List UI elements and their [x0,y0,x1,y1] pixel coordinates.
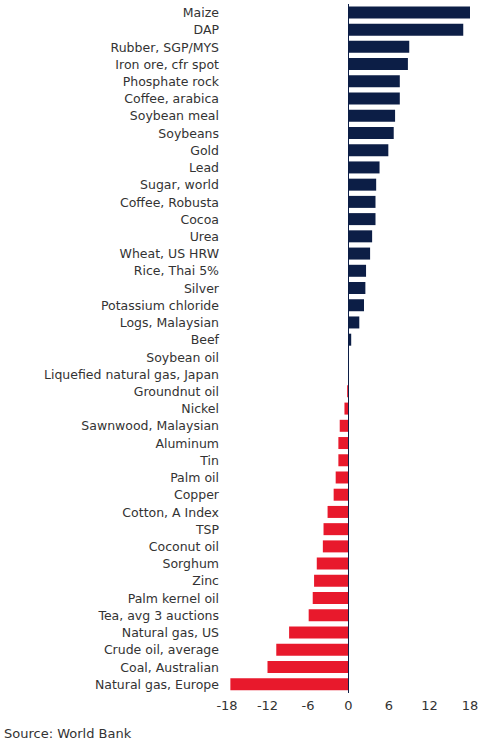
svg-text:Nickel: Nickel [181,401,219,416]
svg-text:Iron ore, cfr spot: Iron ore, cfr spot [115,57,219,72]
svg-text:Crude oil, average: Crude oil, average [104,642,219,657]
svg-text:Sugar, world: Sugar, world [140,177,219,192]
svg-text:Maize: Maize [183,5,219,20]
svg-text:-18: -18 [216,698,237,713]
svg-text:Groundnut oil: Groundnut oil [134,384,219,399]
svg-text:Aluminum: Aluminum [155,436,219,451]
svg-text:0: 0 [344,698,352,713]
svg-text:-12: -12 [257,698,278,713]
svg-text:Beef: Beef [191,332,220,347]
svg-text:Cotton, A Index: Cotton, A Index [122,505,219,520]
svg-text:Soybean oil: Soybean oil [146,350,219,365]
svg-text:Tea, avg 3 auctions: Tea, avg 3 auctions [97,608,219,623]
svg-text:Palm oil: Palm oil [170,470,219,485]
svg-text:Coffee, arabica: Coffee, arabica [124,91,219,106]
svg-text:Coffee, Robusta: Coffee, Robusta [120,195,219,210]
svg-text:-6: -6 [302,698,315,713]
svg-text:18: 18 [462,698,479,713]
svg-text:Logs, Malaysian: Logs, Malaysian [120,315,219,330]
svg-text:Potassium chloride: Potassium chloride [101,298,219,313]
svg-text:Urea: Urea [190,229,219,244]
svg-text:Zinc: Zinc [192,573,219,588]
svg-text:Soybean meal: Soybean meal [130,108,219,123]
svg-text:Natural gas, Europe: Natural gas, Europe [95,677,219,692]
svg-text:TSP: TSP [195,522,220,537]
svg-text:Rice, Thai 5%: Rice, Thai 5% [134,263,219,278]
svg-text:Coal, Australian: Coal, Australian [120,660,219,675]
svg-text:DAP: DAP [194,22,220,37]
html-text:Source: World Bank: Source: World Bank [4,726,132,741]
svg-text:6: 6 [385,698,393,713]
svg-text:Copper: Copper [174,487,220,502]
svg-text:Lead: Lead [189,160,219,175]
svg-text:Liquefied natural gas, Japan: Liquefied natural gas, Japan [44,367,219,382]
svg-text:Palm kernel oil: Palm kernel oil [128,591,219,606]
svg-text:Rubber, SGP/MYS: Rubber, SGP/MYS [111,40,219,55]
svg-text:Phosphate rock: Phosphate rock [123,74,220,89]
svg-text:Natural gas, US: Natural gas, US [122,625,219,640]
svg-text:Soybeans: Soybeans [158,126,219,141]
svg-text:Coconut oil: Coconut oil [149,539,219,554]
svg-text:Sawnwood, Malaysian: Sawnwood, Malaysian [81,418,219,433]
svg-text:Tin: Tin [199,453,219,468]
svg-text:12: 12 [421,698,438,713]
svg-text:Silver: Silver [184,281,220,296]
svg-text:Gold: Gold [190,143,219,158]
svg-text:Wheat, US HRW: Wheat, US HRW [120,246,219,261]
svg-text:Sorghum: Sorghum [163,556,219,571]
svg-text:Cocoa: Cocoa [180,212,219,227]
